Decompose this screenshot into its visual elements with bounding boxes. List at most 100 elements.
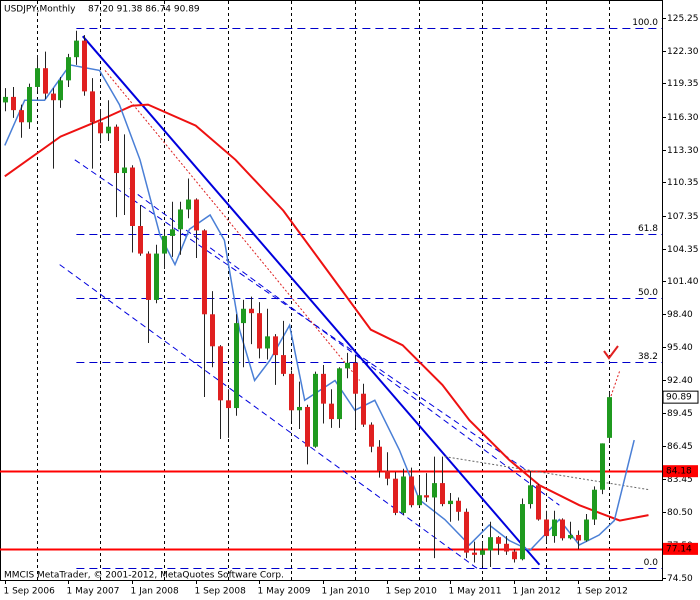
candle-body [568,534,573,539]
candle-body [409,476,414,506]
fib-label: 0.0 [644,558,659,568]
candle-body [424,495,429,498]
trendline [81,35,541,566]
candle-body [321,373,326,404]
candle-body [178,209,183,230]
projection [610,369,621,397]
candle-body [297,406,302,411]
y-tick-label: 107.35 [667,212,699,222]
time-axis-bg [0,581,663,600]
candle-body [66,57,71,81]
y-tick-label: 116.30 [667,113,699,123]
candle-body [35,68,40,87]
x-tick-label: 1 Jan 2008 [131,587,179,597]
candle-body [544,519,549,537]
x-tick-label: 1 Sep 2006 [4,587,56,597]
candle-body [273,336,278,356]
level-tag [663,465,698,478]
y-tick-label: 104.35 [667,245,699,255]
candle-body [417,495,422,506]
trendline [59,264,481,571]
candle-body [74,40,79,58]
last-price-label: 90.89 [666,393,692,403]
candle-body [552,519,557,537]
level-tag [663,542,698,555]
candle-body [154,253,159,300]
candle-body [210,314,215,347]
moving-average [4,103,649,522]
candle-body [19,110,24,123]
candle-body [249,308,254,314]
candle-body [289,373,294,411]
candle-body [281,355,286,374]
x-tick-label: 1 May 2011 [449,587,502,597]
candle-body [536,485,541,520]
candle-body [257,313,262,349]
candle-body [106,126,111,134]
check-mark [603,345,619,360]
y-tick-label: 119.35 [667,79,699,89]
candle-body [353,362,358,394]
price-axis-bg [663,0,700,600]
level-tag-label: 77.14 [666,544,692,554]
candle-body [241,308,246,324]
ohlc-text: 87.20 91.38 86.74 90.89 [88,5,200,15]
candle-body [265,336,270,349]
candle-body [43,68,48,94]
trendline [104,70,361,381]
candle-body [600,443,605,490]
candle-body [393,478,398,513]
candle-body [114,126,119,174]
candle-body [512,551,517,560]
candle-body [377,446,382,471]
candle-body [234,323,239,409]
candle-body [146,253,151,300]
y-tick-label: 80.50 [667,508,693,518]
candle-body [194,199,199,231]
trendline [444,456,650,491]
y-tick-label: 74.50 [667,574,693,584]
y-tick-label: 122.30 [667,47,699,57]
candle-body [122,167,127,174]
candle-body [432,483,437,498]
y-tick-label: 89.45 [667,409,693,419]
candle-body [90,91,95,123]
candle-body [401,476,406,513]
fib-label: 100.0 [632,18,658,28]
x-tick-label: 1 May 2007 [67,587,120,597]
candle-body [480,550,485,555]
candle-body [51,93,56,101]
candle-body [130,167,135,226]
x-tick-label: 1 May 2009 [258,587,311,597]
candle-body [27,86,32,123]
candle-body [528,485,533,505]
candle-body [98,122,103,134]
candle-body [520,504,525,560]
candle-body [202,230,207,315]
candle-body [11,96,16,111]
y-tick-label: 113.30 [667,146,699,156]
candle-body [385,470,390,479]
candle-body [592,489,597,520]
x-tick-label: 1 Sep 2008 [195,587,247,597]
candle-body [313,373,318,447]
candle-body [560,519,565,539]
chart-title: USDJPY,Monthly [4,5,76,15]
fib-label: 50.0 [638,288,658,298]
candle-body [337,368,342,420]
candle-body [576,534,581,541]
candle-body [584,519,589,541]
candle-body [82,40,87,92]
candle-body [58,80,63,101]
candle-body [488,537,493,551]
candle-body [3,96,8,103]
candle-body [186,199,191,210]
trendline [129,188,560,506]
y-tick-label: 83.45 [667,475,693,485]
candle-body [170,229,175,236]
level-tag-label: 84.18 [666,467,692,477]
x-tick-label: 1 Sep 2012 [577,587,628,597]
fib-label: 38.2 [638,352,658,362]
